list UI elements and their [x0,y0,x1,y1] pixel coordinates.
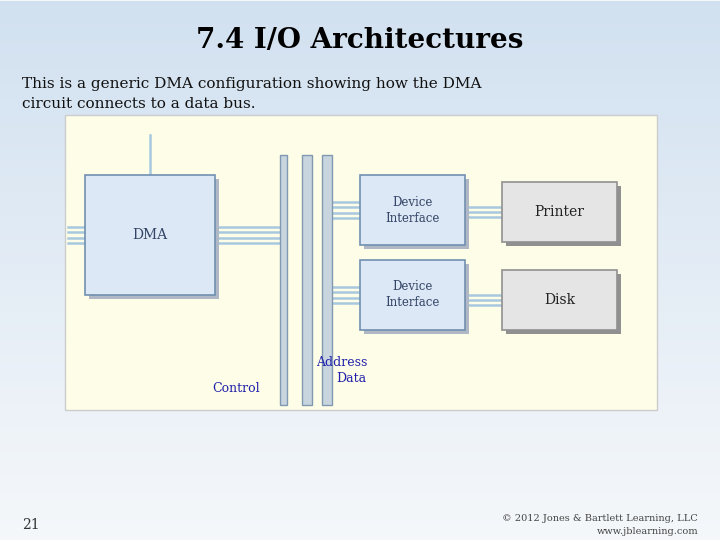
Bar [65,115,657,410]
Bar [502,270,617,330]
Bar [322,155,332,405]
Bar [364,264,469,334]
Bar [89,179,219,299]
Text: © 2012 Jones & Bartlett Learning, LLC
www.jblearning.com: © 2012 Jones & Bartlett Learning, LLC ww… [503,514,698,536]
Bar [506,274,621,334]
Text: DMA: DMA [132,228,168,242]
Text: Data: Data [336,373,366,386]
Bar [364,179,469,249]
Text: Address: Address [316,356,367,369]
Bar [360,260,465,330]
Bar [502,182,617,242]
Text: Control: Control [212,382,260,395]
Text: Device
Interface: Device Interface [385,195,440,225]
Text: 21: 21 [22,518,40,532]
Text: Printer: Printer [534,205,585,219]
Text: Device
Interface: Device Interface [385,280,440,309]
Text: Disk: Disk [544,293,575,307]
Text: This is a generic DMA configuration showing how the DMA
circuit connects to a da: This is a generic DMA configuration show… [22,77,482,111]
Bar [302,155,312,405]
Bar [360,175,465,245]
Bar [506,186,621,246]
Bar [85,175,215,295]
Text: 7.4 I/O Architectures: 7.4 I/O Architectures [197,26,523,53]
Bar [280,155,287,405]
